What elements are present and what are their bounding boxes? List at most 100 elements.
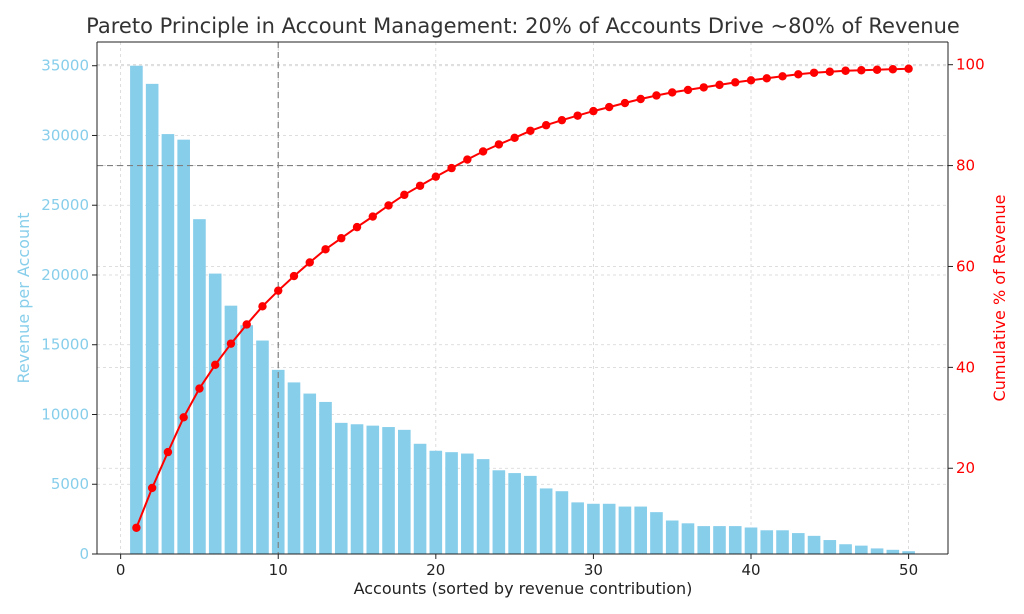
y-right-tick-label: 100 xyxy=(956,56,985,74)
y-left-tick-label: 35000 xyxy=(41,57,89,75)
y-axis-right-label: Cumulative % of Revenue xyxy=(990,195,1009,402)
cumulative-point xyxy=(368,212,377,221)
cumulative-point xyxy=(668,88,677,97)
bar xyxy=(161,134,175,554)
cumulative-point xyxy=(857,66,866,75)
x-tick-label: 0 xyxy=(116,561,126,579)
cumulative-point xyxy=(242,320,251,329)
bar xyxy=(492,470,506,554)
cumulative-point xyxy=(179,413,188,422)
x-tick-label: 10 xyxy=(269,561,288,579)
cumulative-point xyxy=(352,222,362,232)
bar xyxy=(413,443,427,554)
cumulative-point xyxy=(731,78,740,87)
cumulative-point xyxy=(147,483,157,493)
bar xyxy=(681,523,695,554)
bar xyxy=(350,424,364,554)
cumulative-point xyxy=(195,384,204,393)
cumulative-point xyxy=(652,91,661,100)
bar xyxy=(224,305,238,554)
bar xyxy=(208,273,222,554)
x-tick-label: 30 xyxy=(584,561,603,579)
cumulative-point xyxy=(746,76,756,85)
cumulative-point xyxy=(872,65,882,74)
bar xyxy=(870,548,884,554)
bar xyxy=(461,453,474,554)
cumulative-point xyxy=(589,106,598,116)
bar xyxy=(476,459,490,554)
bar xyxy=(555,491,569,554)
cumulative-point xyxy=(305,258,314,267)
bar xyxy=(902,551,915,554)
cumulative-point xyxy=(384,201,393,210)
cumulative-point xyxy=(809,68,819,77)
y-left-tick-label: 0 xyxy=(79,545,89,563)
bar-series xyxy=(130,65,915,555)
bar xyxy=(791,533,805,554)
bar xyxy=(713,526,726,554)
cumulative-point xyxy=(210,360,220,370)
bar xyxy=(256,340,269,554)
bar xyxy=(587,503,600,554)
cumulative-point xyxy=(274,286,283,295)
cumulative-point xyxy=(794,70,803,79)
y-left-tick-label: 25000 xyxy=(41,196,89,214)
bar xyxy=(728,526,742,554)
cumulative-point xyxy=(557,115,567,125)
y-right-tick-label: 20 xyxy=(956,459,975,477)
y-left-tick-label: 5000 xyxy=(51,475,89,493)
y-left-tick-label: 30000 xyxy=(41,126,89,144)
cumulative-point xyxy=(636,94,645,104)
bar xyxy=(130,65,143,555)
x-tick-label: 50 xyxy=(899,561,918,579)
bar xyxy=(303,393,317,554)
cumulative-point xyxy=(415,181,425,190)
cumulative-point xyxy=(132,523,141,532)
bar xyxy=(823,540,837,554)
bar xyxy=(886,549,900,554)
cumulative-point xyxy=(526,126,535,135)
bar xyxy=(634,506,647,554)
bar xyxy=(602,503,616,554)
cumulative-point xyxy=(510,133,519,143)
tick-labels: 0 10 20 30 40 50 0 5000 10000 15000 20000 25000 3000… xyxy=(41,56,984,579)
y-right-tick-label: 40 xyxy=(956,358,975,376)
cumulative-point xyxy=(699,83,708,92)
x-tick-label: 20 xyxy=(426,561,445,579)
cumulative-point xyxy=(400,190,409,200)
bar xyxy=(571,502,584,554)
cumulative-point xyxy=(715,80,724,90)
cumulative-point xyxy=(494,140,504,149)
x-tick-label: 40 xyxy=(741,561,760,579)
y-axis-left-label: Revenue per Account xyxy=(14,212,33,383)
bar xyxy=(807,535,821,554)
bar xyxy=(271,369,285,554)
cumulative-point xyxy=(226,339,236,348)
bar xyxy=(508,473,521,554)
cumulative-point xyxy=(321,245,330,254)
bar xyxy=(287,382,301,554)
cumulative-point xyxy=(337,234,346,243)
cumulative-point xyxy=(762,74,771,83)
bar xyxy=(776,530,789,554)
bar xyxy=(145,83,159,555)
cumulative-point xyxy=(163,447,173,457)
cumulative-point xyxy=(431,172,441,181)
y-left-tick-label: 20000 xyxy=(41,266,89,284)
cumulative-point xyxy=(573,111,582,120)
bar xyxy=(240,325,254,554)
cumulative-point xyxy=(478,147,488,156)
cumulative-point xyxy=(825,67,835,76)
cumulative-point xyxy=(620,98,630,108)
cumulative-point xyxy=(463,155,472,164)
bar xyxy=(650,512,663,554)
cumulative-point xyxy=(683,85,693,95)
bar xyxy=(177,139,190,554)
cumulative-point xyxy=(447,163,456,173)
reference-lines xyxy=(97,42,948,554)
bar xyxy=(618,506,632,554)
bar xyxy=(524,475,537,554)
cumulative-point xyxy=(778,72,787,81)
cumulative-point xyxy=(604,102,614,112)
